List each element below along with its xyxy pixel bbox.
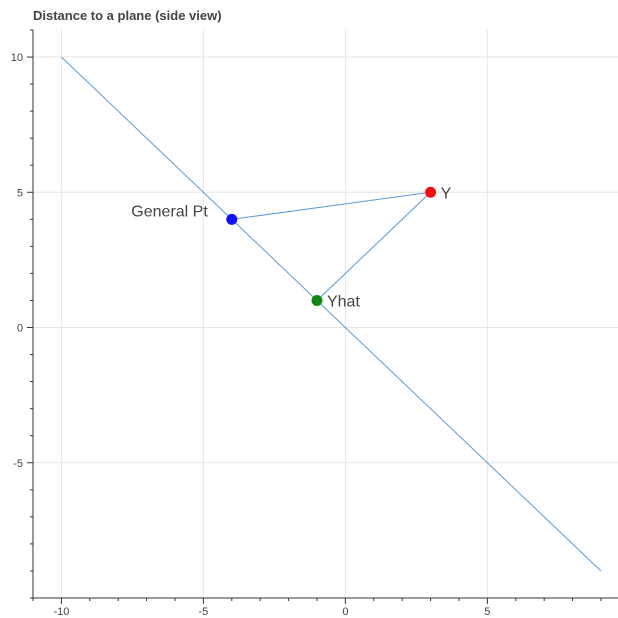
- chart-marks: Y General Pt Yhat: [61, 56, 602, 572]
- point-label-y: Y: [441, 185, 452, 202]
- connector-segment: [231, 191, 431, 220]
- point-yhat: [311, 294, 323, 306]
- y-tick-label: -5: [13, 458, 23, 470]
- connector-segment: [316, 191, 431, 301]
- plane-line: [61, 56, 602, 572]
- x-tick-label: -10: [53, 606, 69, 618]
- x-tick-label: 0: [342, 606, 348, 618]
- chart-title: Distance to a plane (side view): [33, 8, 222, 23]
- axes: -10 -5 0 5 -5 0 5 10: [11, 29, 618, 618]
- point-label-general-pt: General Pt: [131, 203, 208, 220]
- y-tick-label: 5: [17, 187, 23, 199]
- point-y: [425, 186, 437, 198]
- y-tick-label: 0: [17, 323, 23, 335]
- x-tick-label: 5: [484, 606, 490, 618]
- x-tick-label: -5: [198, 606, 208, 618]
- grid-lines: [33, 30, 618, 598]
- y-tick-label: 10: [11, 52, 23, 64]
- point-general-pt: [226, 213, 238, 225]
- point-label-yhat: Yhat: [327, 293, 360, 310]
